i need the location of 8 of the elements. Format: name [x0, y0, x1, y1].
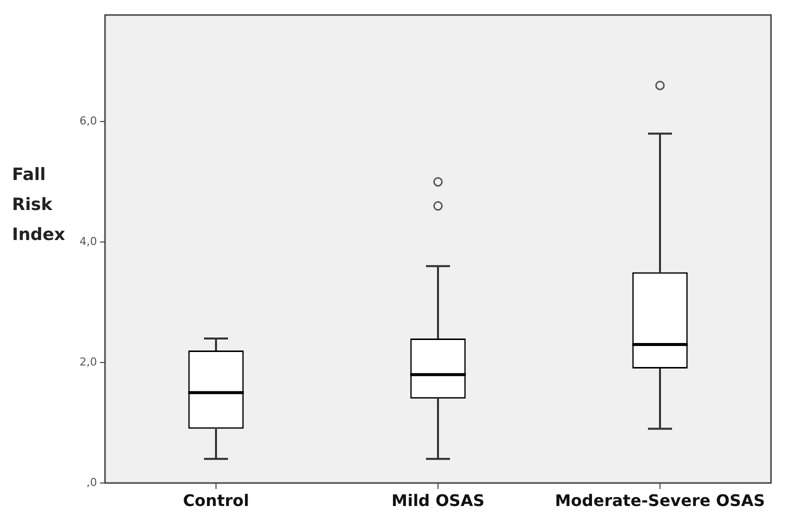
y-tick-label: ,0	[86, 476, 97, 489]
x-tick-label: Moderate-Severe OSAS	[554, 490, 766, 510]
y-axis-title: Fall Risk Index	[12, 165, 66, 245]
y-tick-label: 2,0	[80, 355, 97, 368]
y-tick-label: 6,0	[80, 114, 97, 128]
x-tick-label: Control	[182, 490, 250, 510]
x-tick-label: Mild OSAS	[392, 490, 484, 510]
y-tick-label: 4,0	[80, 234, 97, 248]
